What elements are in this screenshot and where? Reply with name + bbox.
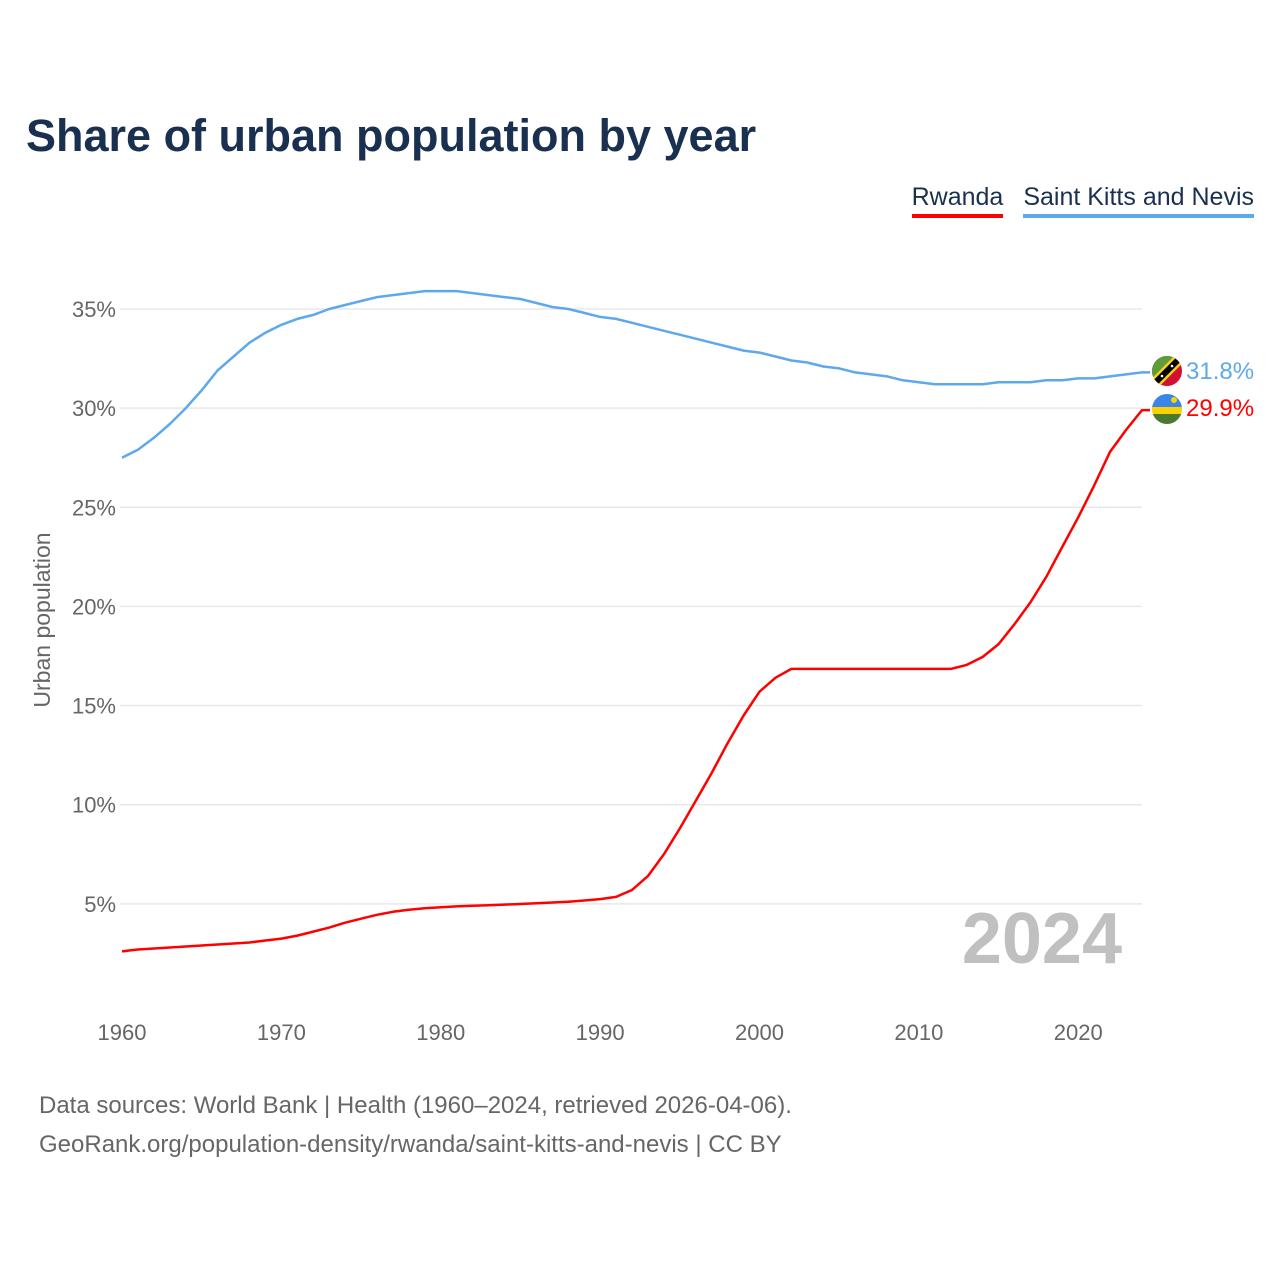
y-tick-label: 5%	[84, 892, 116, 917]
y-tick-label: 30%	[72, 396, 116, 421]
end-label-rwanda: 29.9%	[1186, 395, 1254, 422]
legend-item-saint-kitts-and-nevis[interactable]: Saint Kitts and Nevis	[1023, 183, 1254, 218]
x-tick-label: 1980	[416, 1020, 465, 1045]
y-tick-label: 25%	[72, 495, 116, 520]
y-axis-label: Urban population	[29, 532, 55, 707]
legend: Rwanda Saint Kitts and Nevis	[911, 183, 1254, 218]
data-source-note: Data sources: World Bank | Health (1960–…	[39, 1092, 792, 1119]
x-tick-label: 2020	[1054, 1020, 1103, 1045]
source-link[interactable]: GeoRank.org/population-density/rwanda/sa…	[39, 1131, 782, 1158]
current-year-watermark: 2024	[962, 899, 1122, 979]
flag-saint-kitts-and-nevis-icon	[1152, 356, 1182, 386]
x-tick-label: 1990	[576, 1020, 625, 1045]
x-tick-label: 1970	[257, 1020, 306, 1045]
series-line-rwanda	[121, 408, 1150, 953]
y-tick-label: 10%	[72, 793, 116, 818]
y-tick-label: 20%	[72, 594, 116, 619]
end-label-saint-kitts-and-nevis: 31.8%	[1186, 358, 1254, 385]
x-tick-label: 1960	[98, 1020, 147, 1045]
y-tick-label: 15%	[72, 694, 116, 719]
legend-item-rwanda[interactable]: Rwanda	[911, 183, 1004, 218]
footer: Data sources: World Bank | Health (1960–…	[39, 1086, 792, 1164]
x-tick-label: 2010	[894, 1020, 943, 1045]
flag-rwanda-icon	[1152, 394, 1182, 424]
y-tick-label: 35%	[72, 297, 116, 322]
chart-title: Share of urban population by year	[26, 110, 757, 161]
x-tick-label: 2000	[735, 1020, 784, 1045]
series-line-saint-kitts-and-nevis	[121, 289, 1150, 459]
